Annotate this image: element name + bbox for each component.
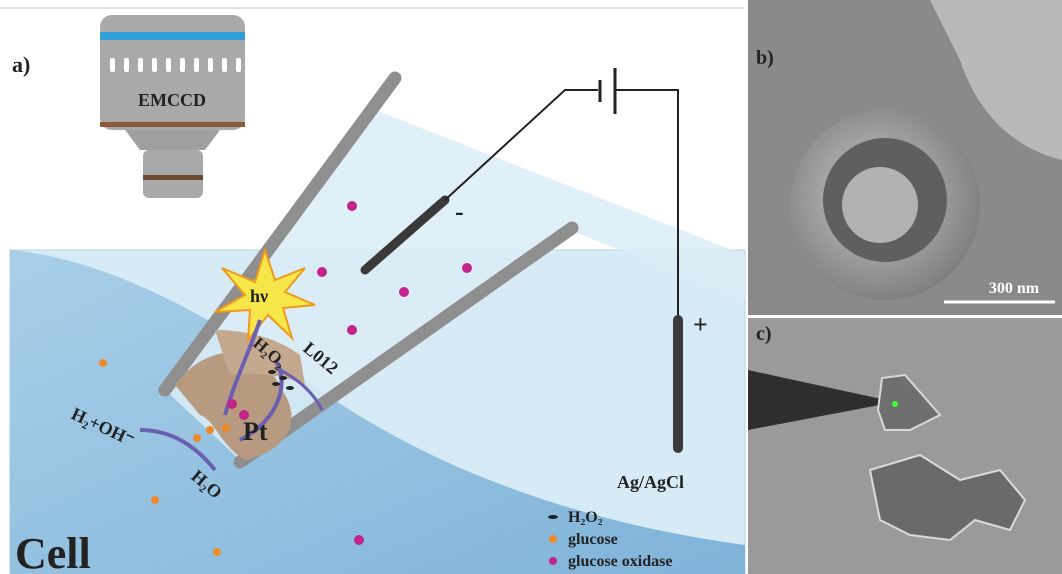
slot [236,58,241,72]
working-electrode [360,195,450,275]
cell-image [868,453,1027,542]
objective-band [100,122,245,127]
pipette-wall [233,221,579,469]
wire [444,89,598,201]
legend-mark [549,557,557,565]
legend-entry: glucose [568,531,618,548]
pipette-image [748,370,895,430]
objective-band [100,32,245,40]
objective-neck [125,130,220,150]
legend-mark [548,515,558,519]
dot [193,434,201,442]
positive-sign: + [693,310,708,339]
slot [166,58,171,72]
cell-label: Cell [15,529,91,574]
dot [462,263,472,273]
dot [227,399,237,409]
glucose-dots [99,359,230,556]
scale-label: 300 nm [989,280,1040,297]
micrograph [748,318,1062,574]
slot [194,58,199,72]
emission-star [214,246,316,344]
peroxide-mark [286,386,294,390]
cell-image [876,373,942,431]
sem-debris [930,0,1062,160]
peroxide-mark [272,382,280,386]
camera-label: EMCCD [138,90,206,110]
dot [206,426,214,434]
dot [354,535,364,545]
oxidase-dots [227,201,472,545]
dot [317,267,327,277]
dot [151,496,159,504]
cell-body [10,250,745,574]
pt-label: Pt [243,417,268,446]
dot [347,201,357,211]
slot [110,58,115,72]
objective-tip [143,150,203,198]
objective-body [100,15,245,130]
panel-label: b) [756,47,774,69]
dot [239,410,249,420]
slot [222,58,227,72]
dot [99,359,107,367]
legend-entry: H₂O₂ [568,509,603,526]
objective-band [143,175,203,180]
slot [124,58,129,72]
dot [213,548,221,556]
peroxide-mark [279,376,287,380]
arrow [239,358,284,442]
legend-entry: glucose oxidase [568,553,672,570]
panel-label: c) [756,323,772,345]
peroxide-marks [268,370,294,390]
arrow [139,428,217,472]
slot [208,58,213,72]
slot [138,58,143,72]
pipette-wall [158,71,402,397]
arrow [279,368,324,411]
peroxide-mark [268,370,276,374]
sem-cluster [842,167,918,243]
negative-sign: - [455,197,464,226]
wire [615,89,679,320]
objective [100,15,245,198]
slot [180,58,185,72]
dot [399,287,409,297]
reference-label: Ag/AgCl [617,472,684,492]
emission-label: hν [250,286,268,306]
objective-slots [110,58,241,72]
dot [347,325,357,335]
dot [222,424,230,432]
legend-mark [549,535,557,543]
panel-label: a) [12,52,30,77]
signal-spot [892,401,898,407]
slot [152,58,157,72]
